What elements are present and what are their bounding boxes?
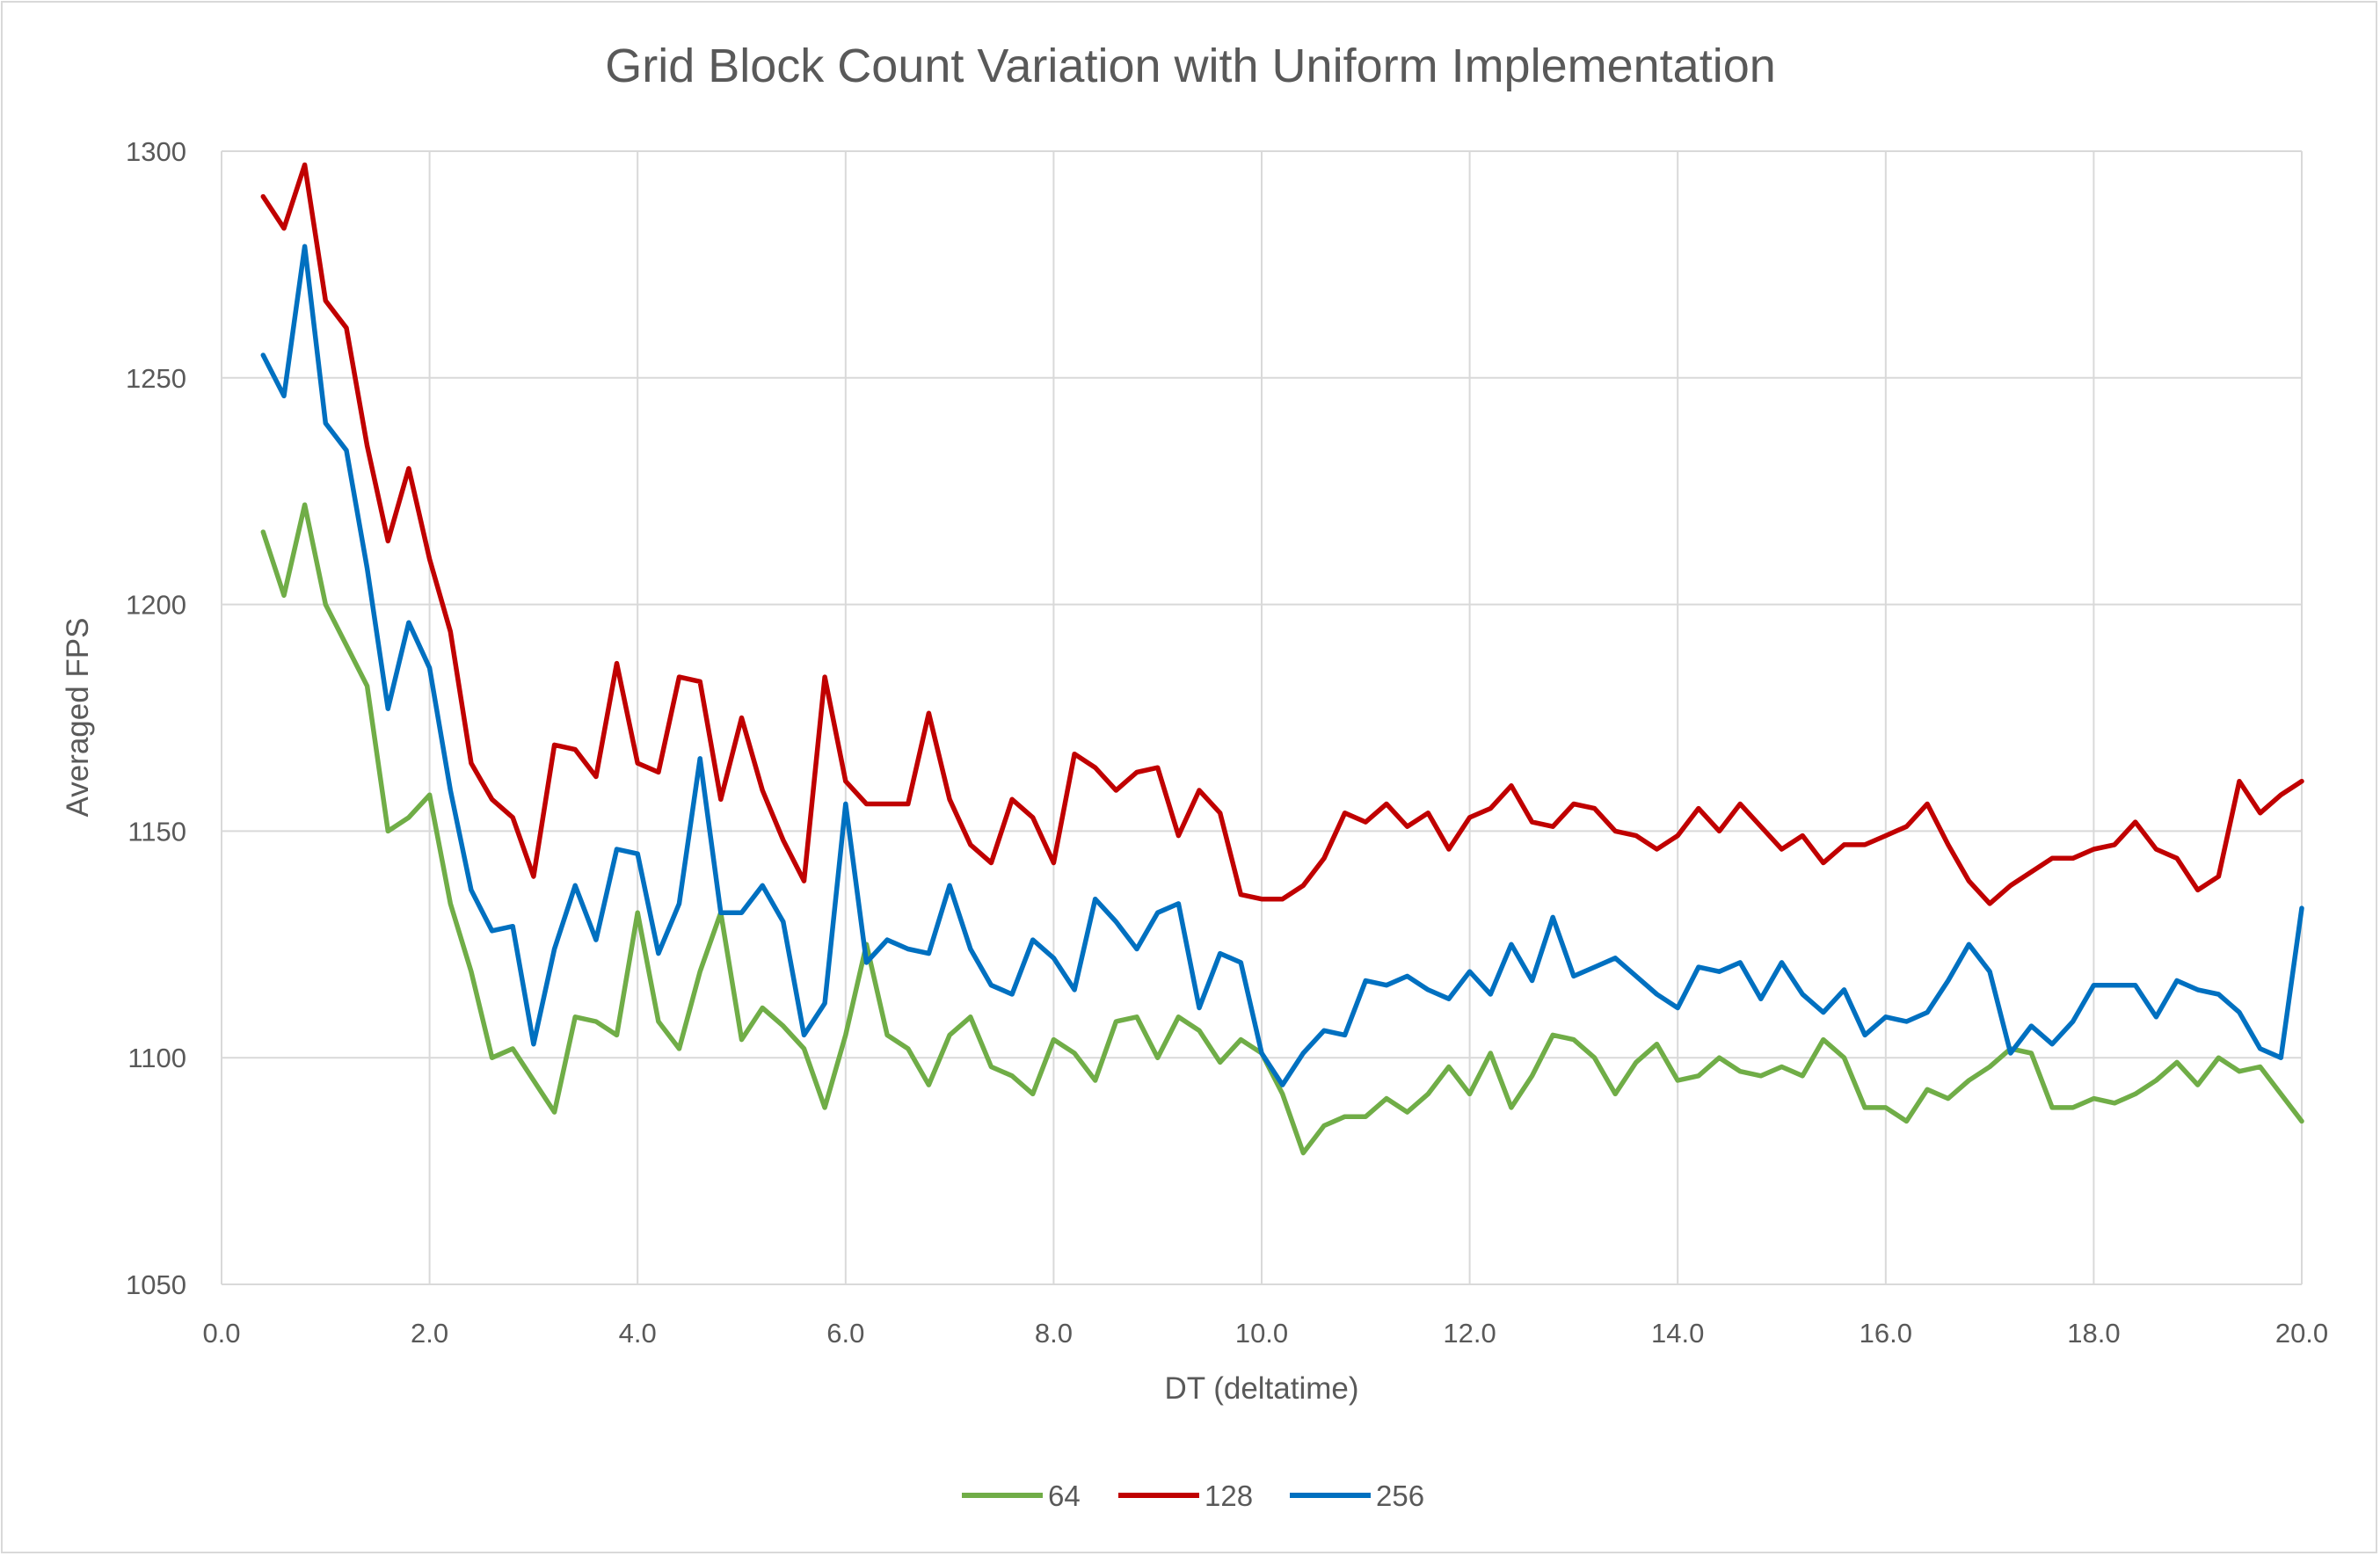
y-tick-label: 1200: [126, 590, 186, 621]
x-tick-label: 0.0: [202, 1318, 240, 1349]
x-tick-label: 18.0: [2067, 1318, 2120, 1349]
y-tick-label: 1150: [127, 816, 186, 847]
legend-item-128: 128: [1118, 1480, 1253, 1512]
series-lines: [260, 162, 2304, 1156]
x-tick-label: 4.0: [619, 1318, 657, 1349]
series-line-128: [260, 162, 2304, 906]
y-axis-tick-labels: 1050 1100 1150 1200 1250 1300: [126, 136, 186, 1300]
legend-label: 128: [1205, 1480, 1253, 1512]
gridlines: [221, 150, 2303, 1285]
chart-title: Grid Block Count Variation with Uniform …: [605, 40, 1776, 92]
x-axis-tick-labels: 0.0 2.0 4.0 6.0 8.0 10.0 12.0 14.0 16.0 18.0 20.0: [202, 1318, 2328, 1349]
x-tick-label: 12.0: [1443, 1318, 1496, 1349]
x-tick-label: 10.0: [1235, 1318, 1288, 1349]
x-tick-label: 20.0: [2275, 1318, 2328, 1349]
x-tick-label: 14.0: [1651, 1318, 1704, 1349]
x-tick-label: 16.0: [1860, 1318, 1912, 1349]
x-tick-label: 2.0: [411, 1318, 448, 1349]
legend-item-256: 256: [1290, 1480, 1424, 1512]
x-tick-label: 8.0: [1035, 1318, 1073, 1349]
y-axis-title: Averaged FPS: [61, 618, 95, 818]
legend-label: 256: [1376, 1480, 1424, 1512]
legend: 64 128 256: [962, 1480, 1424, 1512]
series-line-256: [260, 244, 2304, 1087]
x-axis-title: DT (deltatime): [1164, 1371, 1358, 1406]
y-tick-label: 1300: [126, 136, 186, 167]
series-line-64: [260, 502, 2304, 1156]
y-tick-label: 1050: [126, 1269, 186, 1300]
y-tick-label: 1100: [127, 1043, 186, 1073]
y-tick-label: 1250: [126, 363, 186, 394]
x-tick-label: 6.0: [826, 1318, 864, 1349]
legend-item-64: 64: [962, 1480, 1081, 1512]
legend-label: 64: [1048, 1480, 1081, 1512]
